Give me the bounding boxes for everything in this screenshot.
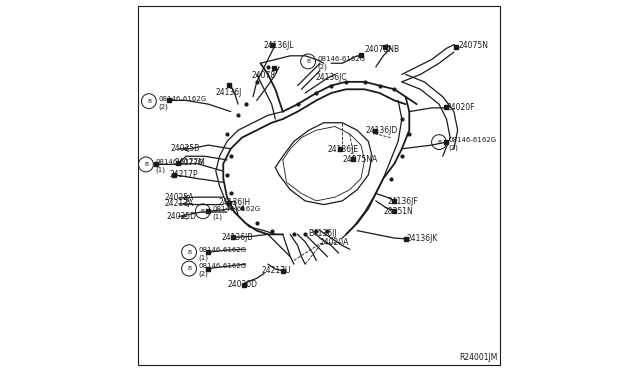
- Text: (2): (2): [198, 270, 208, 277]
- Text: 24136J: 24136J: [216, 88, 242, 97]
- Text: 08146-6162G: 08146-6162G: [198, 247, 246, 253]
- Text: 08146-6162G: 08146-6162G: [158, 96, 206, 102]
- Text: 24136JF: 24136JF: [388, 197, 419, 206]
- Text: 24020F: 24020F: [447, 103, 475, 112]
- Text: B: B: [144, 162, 148, 167]
- Text: 24217U: 24217U: [261, 266, 291, 275]
- Text: 08146-6162G: 08146-6162G: [317, 56, 365, 62]
- Text: 24217P: 24217P: [170, 170, 198, 179]
- Text: 08146-6162G: 08146-6162G: [198, 263, 246, 269]
- Text: B: B: [187, 266, 191, 271]
- Text: 24136JE: 24136JE: [328, 145, 358, 154]
- Text: 24136JH: 24136JH: [219, 198, 251, 207]
- Text: 08146-6162G: 08146-6162G: [212, 206, 260, 212]
- Text: 24136JD: 24136JD: [365, 126, 397, 135]
- Text: 24020A: 24020A: [320, 238, 349, 247]
- Text: (2): (2): [158, 103, 168, 110]
- Text: 08146-6162G: 08146-6162G: [449, 137, 497, 143]
- Text: 24077M: 24077M: [174, 158, 205, 167]
- Text: B: B: [306, 59, 310, 64]
- Text: 24217A: 24217A: [164, 199, 194, 208]
- Text: B: B: [437, 140, 441, 145]
- Text: B: B: [187, 250, 191, 255]
- Text: 24136JC: 24136JC: [316, 73, 347, 82]
- Text: 28351N: 28351N: [384, 207, 413, 216]
- Text: 24075NA: 24075NA: [342, 155, 378, 164]
- Text: 24136JB: 24136JB: [221, 233, 253, 242]
- Text: 24025D: 24025D: [167, 212, 196, 221]
- Text: 24025A: 24025A: [164, 193, 194, 202]
- Text: (1): (1): [156, 166, 165, 173]
- Text: R24001JM: R24001JM: [460, 353, 498, 362]
- Text: 24075NB: 24075NB: [365, 45, 400, 54]
- Text: 24025B: 24025B: [170, 144, 200, 153]
- Text: B: B: [201, 209, 205, 214]
- Text: B: B: [147, 99, 151, 104]
- Text: 24020D: 24020D: [228, 280, 258, 289]
- Text: 24136JL: 24136JL: [263, 41, 294, 50]
- Text: E4136JJ: E4136JJ: [308, 229, 337, 238]
- Text: 24136JK: 24136JK: [406, 234, 438, 243]
- Text: 08146-6122G: 08146-6122G: [156, 159, 204, 165]
- Text: (1): (1): [212, 213, 222, 220]
- Text: (2): (2): [317, 63, 327, 70]
- Text: 24075N: 24075N: [458, 41, 488, 50]
- Text: (2): (2): [449, 144, 458, 151]
- Text: (1): (1): [198, 254, 209, 261]
- Text: 24078: 24078: [251, 71, 275, 80]
